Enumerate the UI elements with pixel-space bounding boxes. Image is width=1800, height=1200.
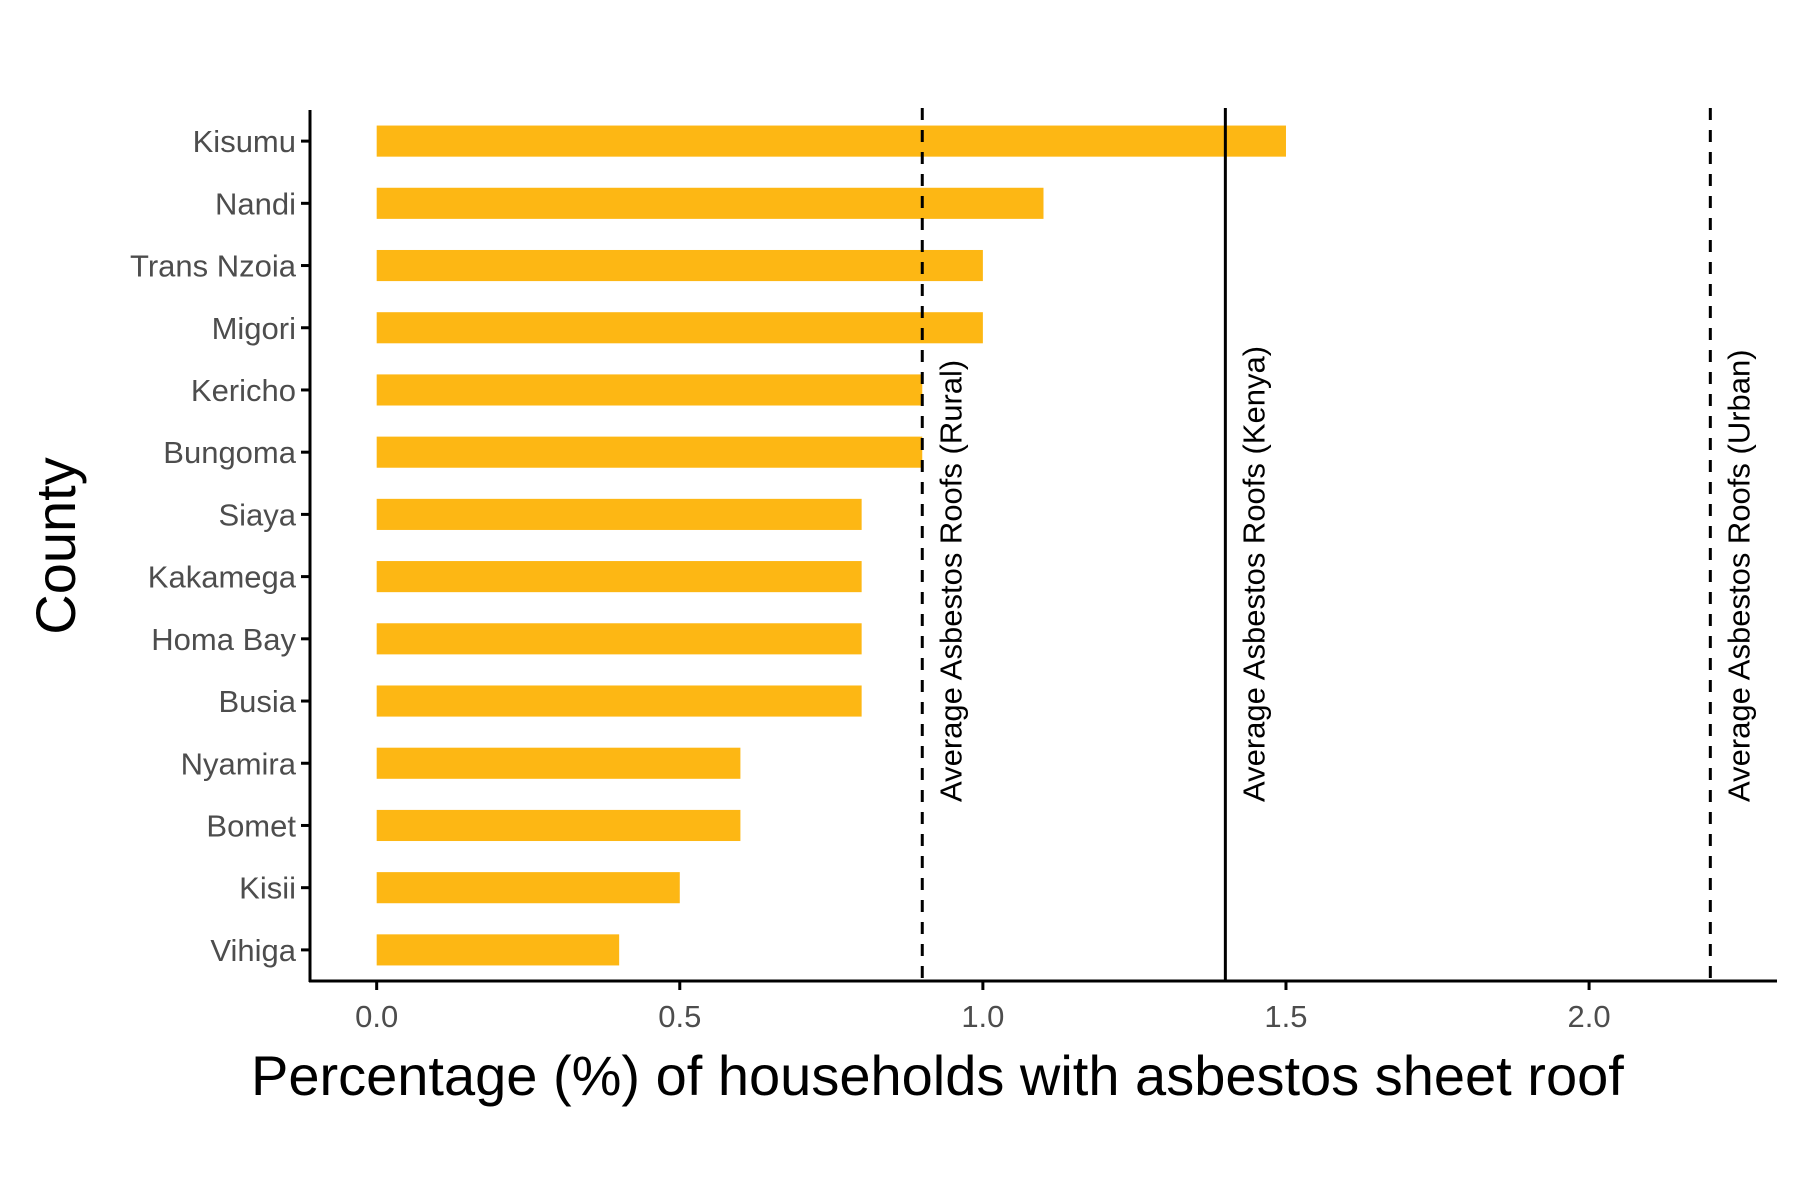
bar-nyamira — [376, 747, 741, 779]
x-tick-label: 0.0 — [355, 999, 398, 1034]
bar-kisii — [376, 872, 680, 904]
y-tick-label: Kericho — [191, 373, 296, 408]
bar-homa-bay — [376, 623, 862, 655]
reference-line-label: Average Asbestos Roofs (Rural) — [933, 360, 968, 802]
y-tick-label: Homa Bay — [151, 622, 296, 657]
y-tick-label: Kisii — [239, 871, 296, 906]
bar-kakamega — [376, 561, 862, 593]
x-ticks-layer: 0.0 0.5 1.0 1.5 2.0 — [355, 981, 1611, 1034]
y-tick-label: Nyamira — [181, 746, 297, 781]
y-tick-label: Vihiga — [210, 933, 296, 968]
y-tick-label: Siaya — [218, 497, 296, 532]
x-tick-label: 1.5 — [1264, 999, 1307, 1034]
reference-line-label: Average Asbestos Roofs (Urban) — [1721, 349, 1756, 802]
x-tick-label: 1.0 — [961, 999, 1004, 1034]
bar-nandi — [376, 187, 1044, 219]
axes-layer — [308, 110, 1777, 983]
bar-kisumu — [376, 125, 1286, 157]
y-axis-title: County — [24, 457, 87, 634]
bar-bungoma — [376, 436, 923, 468]
y-tick-label: Trans Nzoia — [130, 249, 297, 284]
x-tick-label: 2.0 — [1568, 999, 1611, 1034]
reference-line-label: Average Asbestos Roofs (Kenya) — [1236, 346, 1271, 802]
y-ticks-layer: Kisumu Nandi Trans Nzoia Migori Kericho Bungo… — [130, 124, 310, 968]
bar-migori — [376, 312, 983, 344]
y-tick-label: Kisumu — [193, 124, 296, 159]
y-tick-label: Kakamega — [148, 560, 297, 595]
reference-lines-layer: Average Asbestos Roofs (Rural) Average As… — [920, 108, 1756, 981]
y-tick-label: Busia — [218, 684, 296, 719]
bar-busia — [376, 685, 862, 717]
y-tick-label: Migori — [212, 311, 296, 346]
bar-trans-nzoia — [376, 249, 983, 282]
y-tick-label: Nandi — [215, 186, 296, 221]
bar-bomet — [376, 809, 741, 842]
x-axis-title: Percentage (%) of households with asbest… — [251, 1044, 1624, 1107]
bar-vihiga — [376, 934, 620, 966]
bars-layer — [376, 125, 1286, 966]
y-tick-label: Bungoma — [163, 435, 296, 470]
bar-kericho — [376, 374, 923, 406]
y-tick-label: Bomet — [206, 808, 296, 843]
bar-siaya — [376, 498, 862, 530]
x-tick-label: 0.5 — [658, 999, 701, 1034]
